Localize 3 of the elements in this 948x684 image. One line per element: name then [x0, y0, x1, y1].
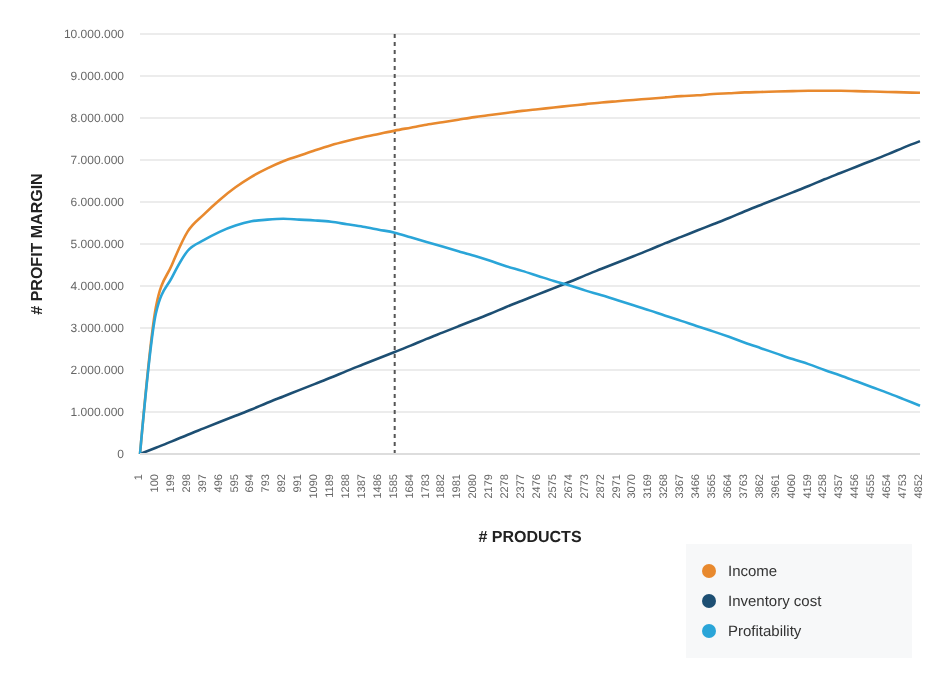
x-axis-title: # PRODUCTS — [478, 528, 583, 546]
line-series — [138, 217, 922, 454]
y-axis-title: # PROFIT MARGIN — [27, 172, 46, 315]
